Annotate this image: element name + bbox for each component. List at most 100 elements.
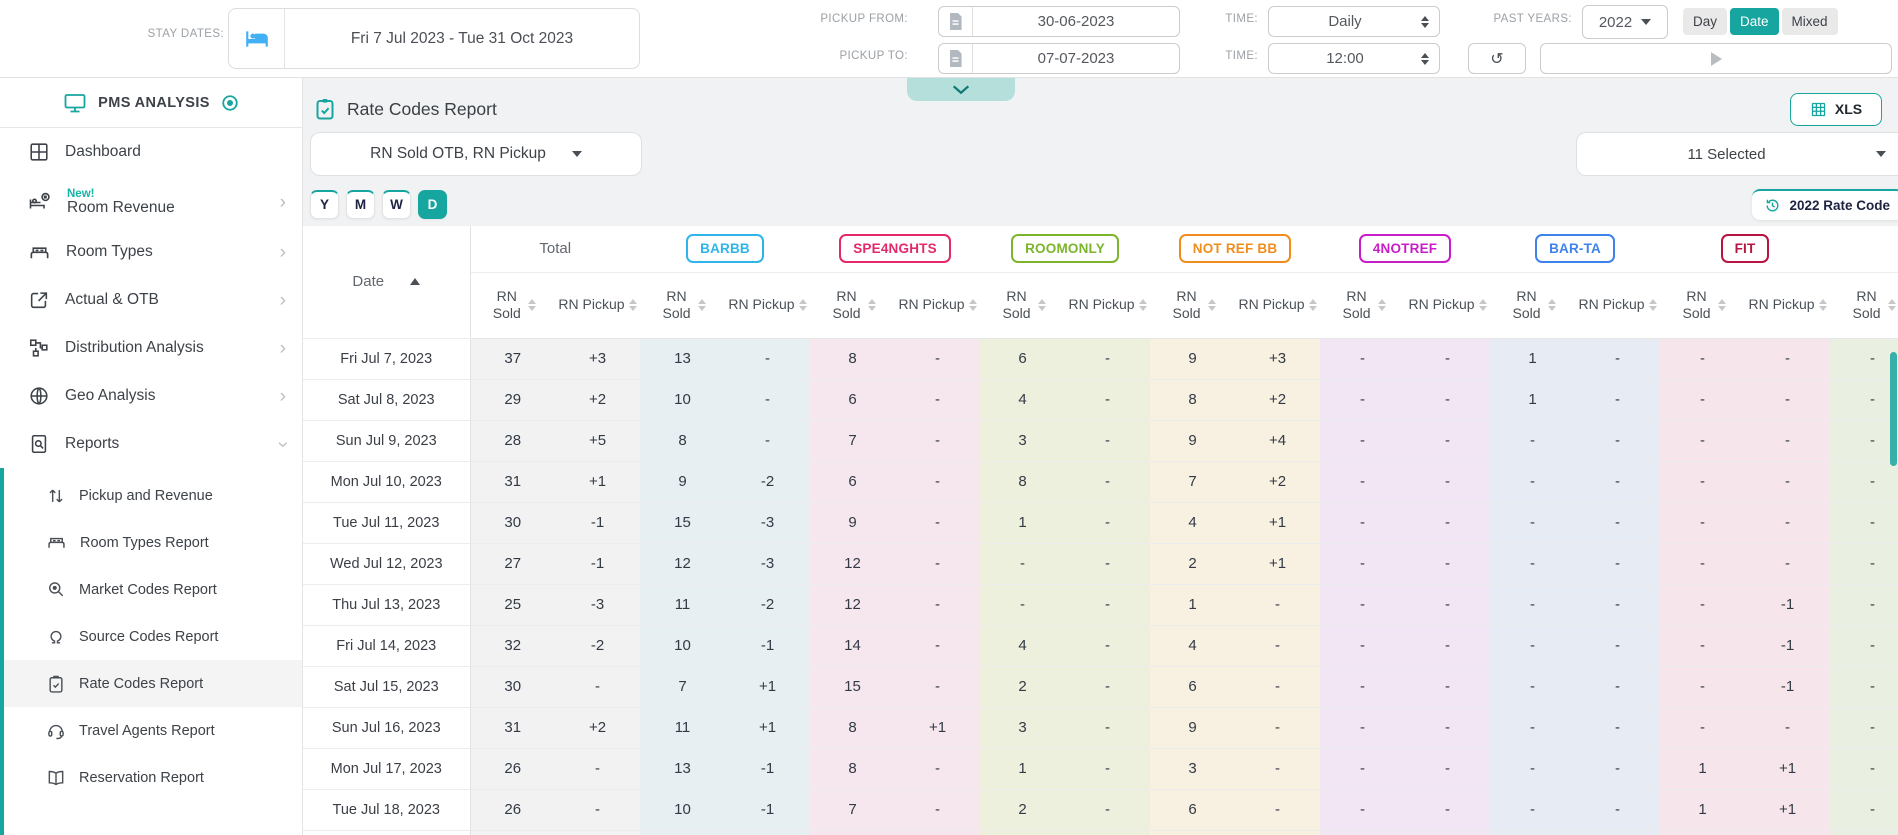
value-cell: +1 [1745, 788, 1831, 830]
granularity-day-button[interactable]: D [418, 189, 447, 219]
refresh-button[interactable]: ↺ [1468, 43, 1526, 74]
rate-code-group-header: BAR-TA [1490, 226, 1661, 273]
sidebar-item-room-revenue[interactable]: New! Room Revenue › [0, 176, 302, 228]
rn-sold-column-header[interactable]: RN Sold [980, 272, 1066, 339]
value-cell: - [895, 583, 981, 625]
value-cell: - [1405, 706, 1491, 748]
rate-codes-selected-dropdown[interactable]: 11 Selected [1576, 132, 1898, 176]
sidebar-item-room-types-report[interactable]: Room Types Report [0, 519, 302, 566]
radio-selected-icon[interactable] [221, 94, 239, 112]
metric-dropdown[interactable]: RN Sold OTB, RN Pickup [310, 132, 642, 176]
sidebar-item-dashboard[interactable]: Dashboard [0, 128, 302, 176]
rate-code-chip[interactable]: BARBB [686, 234, 764, 264]
rn-sold-column-header[interactable]: RN Sold [810, 272, 895, 339]
sidebar-item-geo-analysis[interactable]: Geo Analysis › [0, 372, 302, 420]
value-cell: - [1405, 583, 1491, 625]
toggle-date[interactable]: Date [1730, 8, 1779, 35]
value-cell: 7 [810, 788, 895, 830]
rn-pickup-column-header[interactable]: RN Pickup [1065, 272, 1151, 339]
share-export-icon [30, 292, 48, 309]
value-cell: -3 [725, 542, 810, 584]
rn-sold-column-header[interactable]: RN Sold [1830, 272, 1898, 339]
sidebar-item-source-codes-report[interactable]: Source Codes Report [0, 613, 302, 660]
sidebar-item-label: Room Types [66, 243, 153, 260]
past-year-rate-code-badge[interactable]: 2022 Rate Code [1752, 188, 1898, 220]
rn-pickup-column-header[interactable]: RN Pickup [1405, 272, 1491, 339]
value-cell: - [555, 665, 640, 707]
time-select[interactable]: 12:00 [1268, 43, 1440, 74]
value-cell: 4 [1150, 624, 1236, 666]
history-clock-icon [1766, 199, 1779, 211]
rn-pickup-column-header[interactable]: RN Pickup [1575, 272, 1661, 339]
sidebar-item-distribution-analysis[interactable]: Distribution Analysis › [0, 324, 302, 372]
value-cell: -1 [555, 501, 640, 543]
past-years-dropdown[interactable]: 2022 [1582, 5, 1668, 39]
sort-icon [1308, 299, 1317, 311]
value-cell: 10 [640, 788, 725, 830]
rate-code-chip[interactable]: BAR-TA [1535, 234, 1615, 264]
time-granularity-select[interactable]: Daily [1268, 6, 1440, 37]
rn-sold-column-header[interactable]: RN Sold [470, 272, 555, 339]
rate-code-chip[interactable]: SPE4NGHTS [839, 234, 951, 264]
value-cell: - [1575, 706, 1661, 748]
sidebar-item-reservation-report[interactable]: Reservation Report [0, 754, 302, 801]
rn-sold-column-header[interactable]: RN Sold [1660, 272, 1746, 339]
toggle-day[interactable]: Day [1683, 8, 1728, 35]
rn-pickup-column-header[interactable]: RN Pickup [1745, 272, 1831, 339]
sidebar-item-pickup-and-revenue[interactable]: Pickup and Revenue [0, 472, 302, 519]
rate-code-chip[interactable]: FIT [1720, 234, 1770, 264]
value-cell: -2 [555, 624, 640, 666]
value-cell: - [1745, 501, 1831, 543]
value-cell: 3 [980, 706, 1066, 748]
vertical-scrollbar-thumb[interactable] [1890, 352, 1897, 466]
monitor-icon [64, 93, 86, 112]
rate-code-chip[interactable]: 4NOTREF [1358, 234, 1452, 264]
report-table: Date Total BARBB SPE4NGHTS ROOMONLY NOT REF B… [303, 226, 1898, 835]
toggle-mixed[interactable]: Mixed [1781, 8, 1838, 35]
rn-pickup-column-header[interactable]: RN Pickup [895, 272, 981, 339]
sidebar-item-label: Reports [65, 435, 120, 452]
rn-pickup-column-header[interactable]: RN Pickup [725, 272, 810, 339]
rate-code-chip[interactable]: NOT REF BB [1178, 234, 1292, 264]
value-cell: - [1490, 501, 1576, 543]
sort-icon [968, 299, 977, 311]
rn-pickup-column-header[interactable]: RN Pickup [555, 272, 640, 339]
sidebar-item-travel-agents-report[interactable]: Travel Agents Report [0, 707, 302, 754]
value-cell: +1 [895, 706, 981, 748]
rn-sold-column-header[interactable]: RN Sold [1150, 272, 1236, 339]
value-cell: - [1830, 501, 1898, 543]
timeline-scrubber[interactable] [1540, 43, 1892, 74]
value-cell: 27 [470, 542, 555, 584]
export-xls-button[interactable]: XLS [1790, 92, 1882, 126]
rn-pickup-column-header[interactable]: RN Pickup [1235, 272, 1321, 339]
date-cell: Sat Jul 15, 2023 [303, 665, 471, 707]
granularity-month-button[interactable]: M [346, 189, 375, 219]
sort-icon [1037, 299, 1046, 311]
rn-sold-column-header[interactable]: RN Sold [1490, 272, 1576, 339]
sidebar-item-room-types[interactable]: Room Types › [0, 228, 302, 276]
past-years-value: 2022 [1598, 13, 1633, 31]
table-row: Fri Jul 14, 2023 32 -2 10 -1 14-4-4- - - - - - -1- [303, 624, 1898, 666]
sidebar-item-rate-codes-report[interactable]: Rate Codes Report [0, 660, 302, 707]
granularity-year-button[interactable]: Y [310, 189, 339, 219]
sidebar-item-reports[interactable]: Reports › [0, 420, 302, 468]
rn-sold-column-header[interactable]: RN Sold [1320, 272, 1406, 339]
value-cell: - [1235, 665, 1321, 707]
value-cell: - [1490, 747, 1576, 789]
rate-code-chip[interactable]: ROOMONLY [1011, 234, 1119, 264]
pickup-from-input[interactable]: 30-06-2023 [938, 6, 1180, 37]
axis-mode-toggle: Day Date Mixed [1683, 8, 1838, 35]
value-cell: - [1660, 419, 1746, 461]
stay-dates-picker[interactable]: Fri 7 Jul 2023 - Tue 31 Oct 2023 [228, 8, 640, 69]
sidebar-item-market-codes-report[interactable]: Market Codes Report [0, 566, 302, 613]
value-cell: - [1575, 501, 1661, 543]
granularity-week-button[interactable]: W [382, 189, 411, 219]
collapse-filters-tab[interactable] [907, 78, 1015, 101]
date-column-header[interactable]: Date [303, 226, 471, 339]
pickup-to-input[interactable]: 07-07-2023 [938, 43, 1180, 74]
value-cell: - [1575, 747, 1661, 789]
table-row: Sun Jul 9, 2023 28 +5 8-7-3-9 +4- - - - - - - [303, 419, 1898, 461]
rn-sold-column-header[interactable]: RN Sold [640, 272, 725, 339]
value-cell: - [1575, 542, 1661, 584]
sidebar-item-actual-otb[interactable]: Actual & OTB › [0, 276, 302, 324]
